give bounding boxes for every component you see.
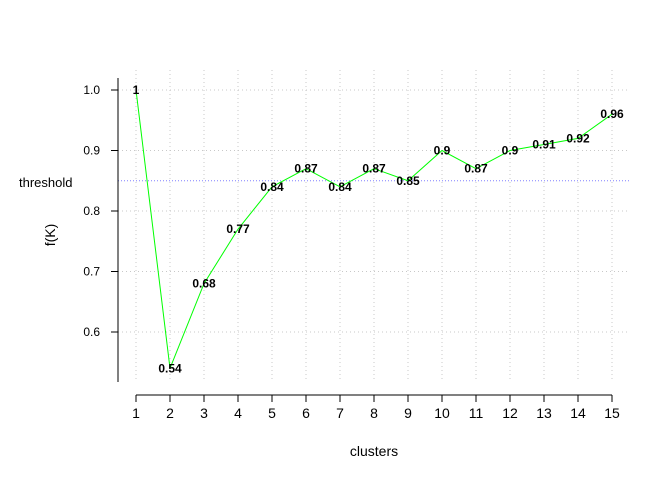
x-tick-label: 8	[370, 405, 378, 421]
x-tick-label: 7	[336, 405, 344, 421]
x-tick-label: 10	[434, 405, 450, 421]
grid	[118, 70, 630, 382]
data-label: 0.85	[396, 174, 420, 188]
x-axis-title: clusters	[350, 443, 398, 459]
y-tick-label: 0.8	[83, 204, 100, 218]
data-label: 1	[133, 83, 140, 97]
data-label: 0.84	[260, 180, 284, 194]
x-tick-label: 4	[234, 405, 242, 421]
y-axis-title: f(K)	[42, 224, 58, 247]
data-label: 0.9	[434, 144, 451, 158]
data-label: 0.92	[566, 131, 590, 145]
data-label: 0.77	[226, 222, 250, 236]
data-label: 0.84	[328, 180, 352, 194]
series-line	[135, 89, 613, 369]
threshold-label: threshold	[19, 175, 72, 190]
x-tick-label: 5	[268, 405, 276, 421]
data-label: 0.91	[532, 137, 556, 151]
x-tick-label: 15	[604, 405, 620, 421]
x-tick-label: 1	[132, 405, 140, 421]
x-tick-label: 2	[166, 405, 174, 421]
x-tick-label: 12	[502, 405, 518, 421]
y-tick-label: 0.9	[83, 144, 100, 158]
data-label: 0.87	[362, 162, 386, 176]
x-tick-label: 13	[536, 405, 552, 421]
data-label: 0.68	[192, 277, 216, 291]
x-tick-label: 11	[469, 405, 484, 421]
x-axis: 1 2 3 4 5 6 7 8 9 10 11 12 13 14 15	[132, 394, 620, 421]
data-labels: 1 0.54 0.68 0.77 0.84 0.87 0.84 0.87 0.85 0.9 0.87…	[133, 83, 624, 375]
x-tick-label: 14	[570, 405, 586, 421]
data-label: 0.9	[502, 144, 519, 158]
x-tick-label: 3	[200, 405, 208, 421]
y-tick-label: 0.6	[83, 325, 100, 339]
data-label: 0.87	[294, 162, 318, 176]
data-label: 0.96	[600, 107, 624, 121]
y-axis: 0.6 0.7 0.8 0.9 1.0	[83, 78, 119, 382]
y-tick-label: 1.0	[83, 83, 100, 97]
data-label: 0.87	[464, 162, 488, 176]
x-tick-label: 9	[404, 405, 412, 421]
data-label: 0.54	[158, 361, 182, 375]
y-tick-label: 0.7	[83, 265, 100, 279]
x-tick-label: 6	[302, 405, 310, 421]
